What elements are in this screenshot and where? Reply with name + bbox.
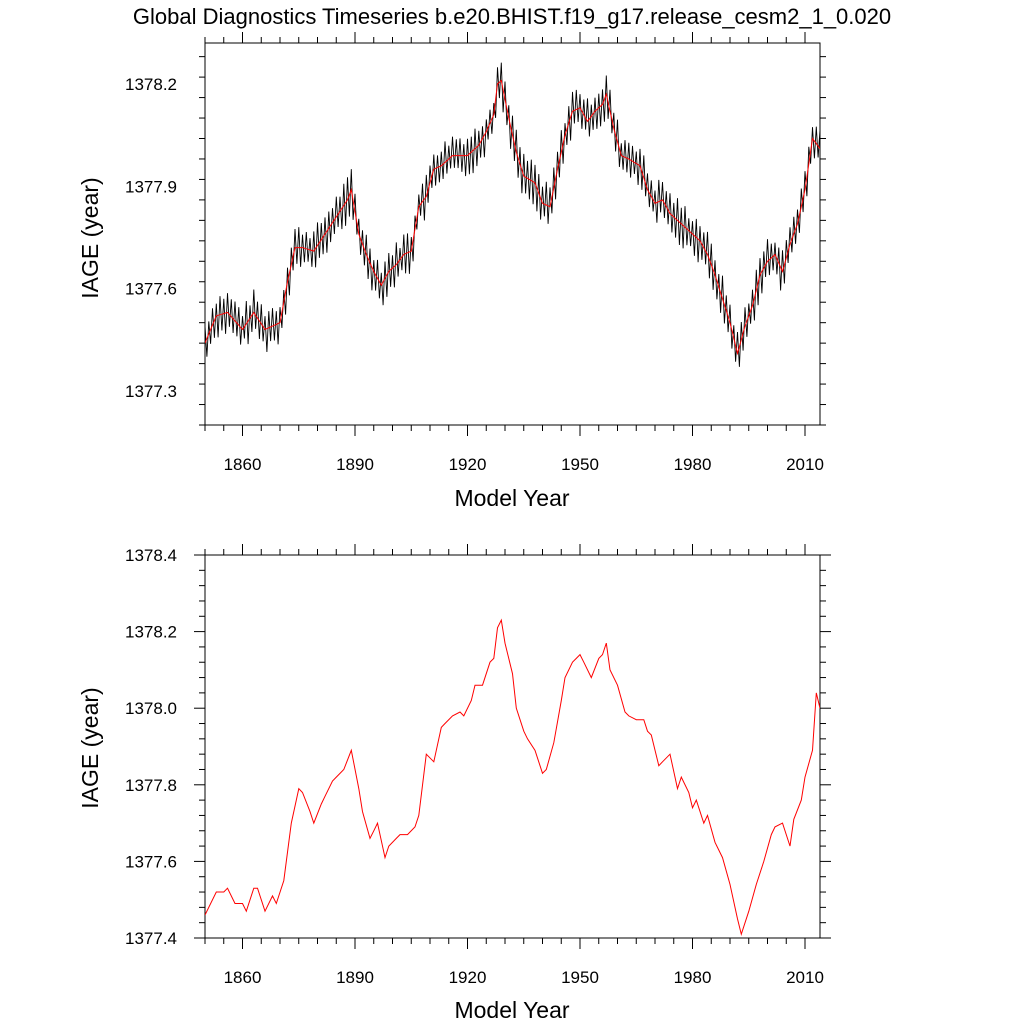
bottom-x-tick-label: 1920 xyxy=(449,968,487,987)
bottom-x-tick-label: 1980 xyxy=(674,968,712,987)
top-x-tick-label: 1860 xyxy=(224,455,262,474)
top-y-axis-label: IAGE (year) xyxy=(77,177,103,298)
top-y-tick-label: 1378.2 xyxy=(125,75,177,94)
bottom-x-tick-label: 1860 xyxy=(224,968,262,987)
panel-bottom: Model Year IAGE (year) 1860 1890 1920 1950 1… xyxy=(77,544,831,1023)
bottom-x-tick-label: 1950 xyxy=(561,968,599,987)
bottom-x-tick-label: 2010 xyxy=(786,968,824,987)
top-x-axis-label: Model Year xyxy=(454,485,569,511)
bottom-plot-frame xyxy=(204,554,821,939)
bottom-x-tick-label: 1890 xyxy=(336,968,374,987)
top-x-tick-label: 2010 xyxy=(786,455,824,474)
bottom-y-tick-label: 1378.2 xyxy=(125,623,177,642)
bottom-y-tick-label: 1377.4 xyxy=(125,929,177,948)
top-series-running-mean-line xyxy=(205,79,820,356)
bottom-y-axis-label: IAGE (year) xyxy=(77,687,103,808)
top-y-tick-label: 1377.6 xyxy=(125,280,177,299)
panel-top: Model Year IAGE (year) 1860 1890 1920 1950 1… xyxy=(77,32,826,511)
top-x-tick-label: 1920 xyxy=(449,455,487,474)
top-x-tick-label: 1890 xyxy=(336,455,374,474)
top-x-tick-label: 1950 xyxy=(561,455,599,474)
bottom-series-annual-mean-line xyxy=(205,618,820,937)
top-x-tick-label: 1980 xyxy=(674,455,712,474)
top-y-tick-label: 1377.3 xyxy=(125,382,177,401)
bottom-y-tick-label: 1377.6 xyxy=(125,852,177,871)
bottom-y-tick-label: 1377.8 xyxy=(125,776,177,795)
bottom-y-tick-label: 1378.0 xyxy=(125,699,177,718)
top-y-tick-label: 1377.9 xyxy=(125,177,177,196)
bottom-y-tick-label: 1378.4 xyxy=(125,546,177,565)
top-plot-frame xyxy=(204,42,821,426)
bottom-x-axis-label: Model Year xyxy=(454,997,569,1023)
figure-title: Global Diagnostics Timeseries b.e20.BHIS… xyxy=(133,4,891,29)
top-series-monthly-line xyxy=(205,62,820,367)
